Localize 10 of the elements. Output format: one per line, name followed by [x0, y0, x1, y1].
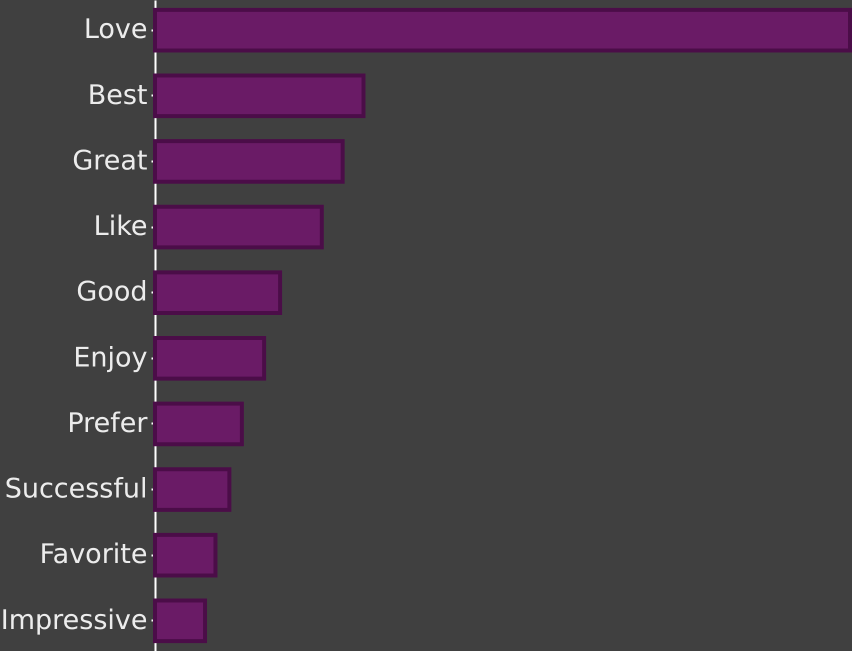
- y-tick-label: Favorite: [40, 539, 148, 570]
- y-tick-label: Love: [84, 14, 148, 46]
- y-tick-label: Great: [72, 145, 148, 176]
- y-tick-label: Like: [94, 211, 148, 242]
- y-tick-label: Good: [76, 276, 148, 308]
- y-tick-label: Successful: [4, 474, 148, 505]
- y-tick-label: Prefer: [67, 408, 148, 439]
- y-tick-label: Best: [88, 80, 148, 111]
- y-tick-label: Enjoy: [73, 342, 148, 374]
- y-tick-label: Impressive: [0, 604, 148, 636]
